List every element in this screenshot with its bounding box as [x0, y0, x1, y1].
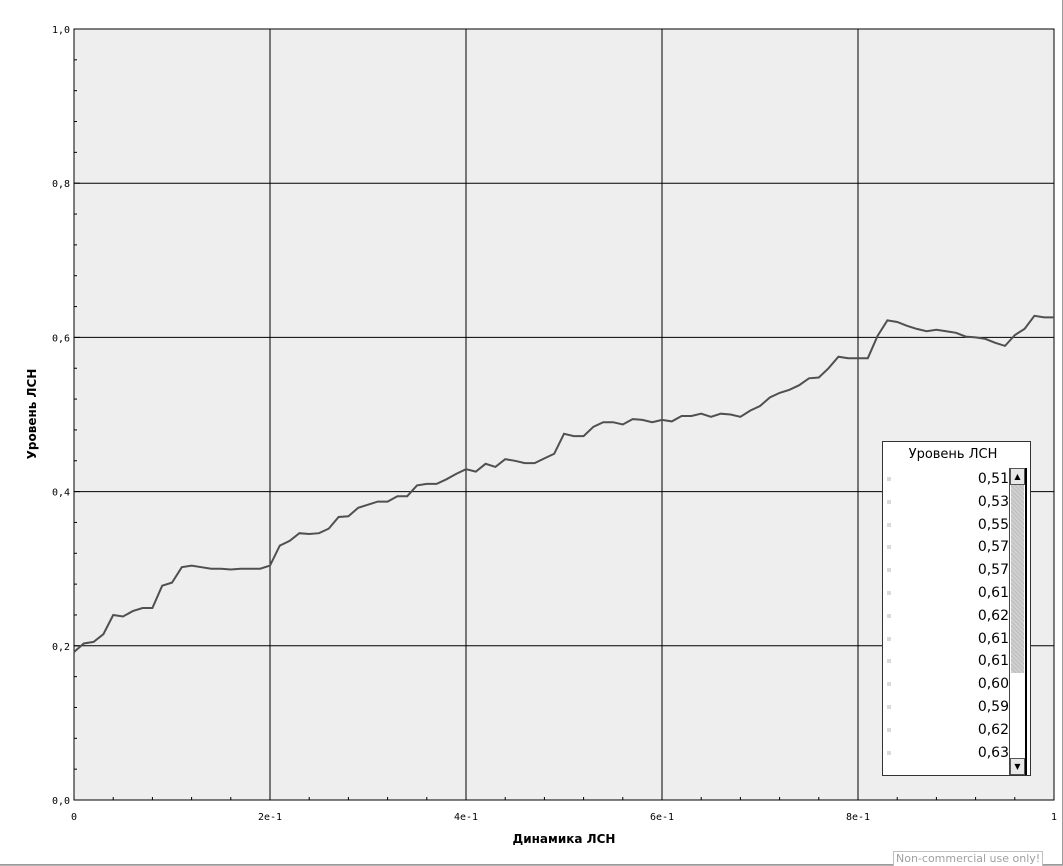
tick-marks	[73, 28, 1055, 801]
legend-item-value: 0,53	[977, 493, 1009, 510]
y-tick-label: 0,0	[52, 796, 70, 807]
legend-marker-icon	[887, 750, 891, 755]
legend-marker-icon	[887, 613, 891, 618]
x-tick-label: 1	[1051, 812, 1057, 823]
y-tick-label: 0,4	[52, 488, 70, 499]
x-tick-labels: 0 2e-1 4e-1 6e-1 8e-1 1	[71, 812, 1057, 823]
legend-marker-icon	[887, 568, 891, 573]
x-tick-label: 4e-1	[454, 812, 478, 823]
legend-item-value: 0,60	[977, 676, 1009, 693]
legend-list[interactable]: 0,51 0,53 0,55 0,57 0,57 0,61 0,62 0,61 0,61 0,60…	[883, 468, 1009, 773]
legend-marker-icon	[887, 636, 891, 641]
legend-item-value: 0,55	[977, 516, 1009, 533]
legend-item-value: 0,62	[977, 607, 1009, 624]
legend-item-value: 0,61	[977, 584, 1009, 601]
y-tick-labels: 0,0 0,2 0,4 0,6 0,8 1,0	[52, 25, 70, 807]
legend-marker-icon	[887, 545, 891, 550]
legend-item[interactable]: 0,62	[883, 605, 1009, 628]
legend-title: Уровень ЛСН	[908, 447, 998, 462]
legend-marker-icon	[887, 704, 891, 709]
y-tick-label: 0,8	[52, 179, 70, 190]
x-axis-title: Динамика ЛСН	[513, 832, 616, 846]
y-axis-title: Уровень ЛСН	[25, 369, 39, 460]
x-tick-label: 8e-1	[846, 812, 870, 823]
legend-marker-icon	[887, 522, 891, 527]
legend-item-value: 0,61	[977, 653, 1009, 670]
legend-item-value: 0,62	[977, 721, 1009, 738]
y-tick-label: 1,0	[52, 25, 70, 36]
legend-marker-icon	[887, 477, 891, 481]
legend-item[interactable]: 0,61	[883, 628, 1009, 651]
legend-item-value: 0,63	[977, 744, 1009, 761]
legend-item-value: 0,57	[977, 562, 1009, 579]
legend-item[interactable]: 0,53	[883, 491, 1009, 514]
legend-item[interactable]: 0,51	[883, 468, 1009, 491]
y-tick-label: 0,2	[52, 642, 70, 653]
legend-item[interactable]: 0,63	[883, 742, 1009, 765]
legend-item-value: 0,61	[977, 630, 1009, 647]
x-tick-label: 6e-1	[650, 812, 674, 823]
legend-marker-icon	[887, 727, 891, 732]
legend-marker-icon	[887, 659, 891, 664]
scroll-up-button[interactable]: ▲	[1010, 468, 1025, 485]
legend-marker-icon	[887, 499, 891, 504]
legend-item-value: 0,51	[977, 471, 1009, 487]
x-tick-label: 2e-1	[258, 812, 282, 823]
series-line	[73, 314, 1054, 653]
legend-item[interactable]: 0,60	[883, 673, 1009, 696]
triangle-down-icon: ▼	[1014, 762, 1021, 771]
scroll-down-button[interactable]: ▼	[1010, 758, 1025, 775]
x-tick-label: 0	[71, 812, 77, 823]
legend-marker-icon	[887, 590, 891, 595]
legend-item-value: 0,59	[977, 698, 1009, 715]
legend-item[interactable]: 0,61	[883, 582, 1009, 605]
legend-marker-icon	[887, 682, 891, 687]
legend-item[interactable]: 0,61	[883, 650, 1009, 673]
legend-item[interactable]: 0,59	[883, 696, 1009, 719]
legend-item[interactable]: 0,57	[883, 559, 1009, 582]
scroll-thumb[interactable]	[1011, 485, 1024, 673]
legend-scrollbar[interactable]: ▲ ▼	[1009, 468, 1027, 775]
triangle-up-icon: ▲	[1014, 472, 1021, 481]
legend-item[interactable]: 0,57	[883, 536, 1009, 559]
y-tick-label: 0,6	[52, 333, 70, 344]
legend-item[interactable]: 0,62	[883, 719, 1009, 742]
legend-item[interactable]: 0,55	[883, 514, 1009, 537]
watermark: Non-commercial use only!	[893, 851, 1044, 866]
legend-item-value: 0,57	[977, 539, 1009, 556]
legend: Уровень ЛСН 0,51 0,53 0,55 0,57 0,57 0,61 0,62…	[882, 441, 1031, 776]
